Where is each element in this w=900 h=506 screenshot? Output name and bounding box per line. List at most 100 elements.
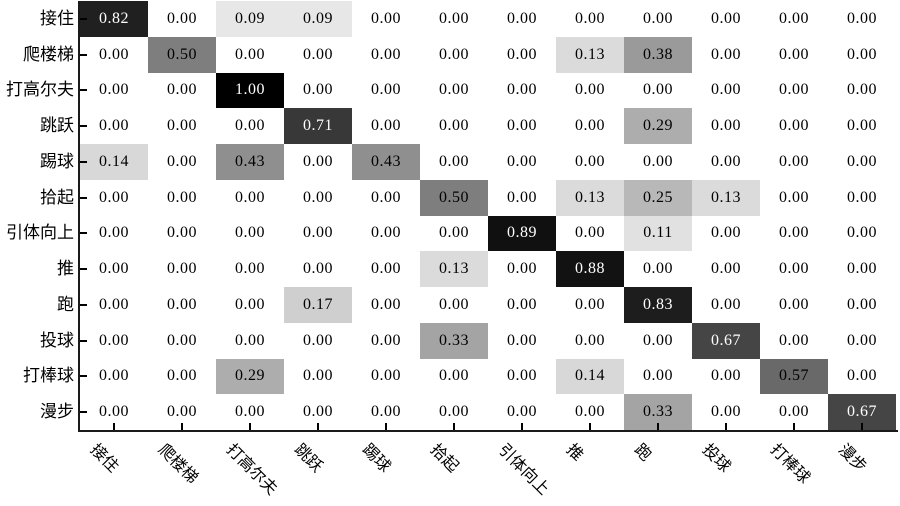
x-tick-label: 打棒球: [766, 441, 813, 488]
matrix-cell: 0.00: [284, 72, 352, 109]
matrix-cell: 0.00: [760, 1, 828, 37]
matrix-cell: 0.00: [216, 179, 284, 216]
matrix-cell: 0.00: [352, 108, 420, 144]
matrix-cell: 0.89: [488, 215, 556, 252]
matrix-cell: 0.00: [80, 322, 148, 359]
matrix-cell: 0.71: [284, 108, 352, 144]
matrix-cell: 0.57: [760, 358, 828, 395]
matrix-cell: 0.00: [352, 179, 420, 216]
matrix-cell: 0.00: [624, 72, 692, 109]
x-tick-label: 打高尔夫: [222, 441, 281, 499]
matrix-cell: 0.00: [216, 36, 284, 73]
matrix-cell: 0.00: [420, 358, 488, 395]
matrix-cell: 0.00: [148, 251, 216, 287]
y-tick: [80, 53, 87, 56]
matrix-cell: 0.00: [760, 72, 828, 109]
matrix-cell: 0.00: [80, 358, 148, 395]
x-tick-label: 跑: [630, 441, 655, 465]
matrix-cell: 0.13: [692, 179, 760, 216]
matrix-cell: 0.00: [828, 1, 896, 37]
matrix-cell: 0.00: [352, 358, 420, 395]
matrix-cell: 0.17: [284, 287, 352, 323]
matrix-cell: 0.00: [692, 72, 760, 109]
matrix-cell: 0.00: [692, 36, 760, 73]
matrix-cell: 0.00: [488, 358, 556, 395]
x-tick: [589, 423, 591, 430]
matrix-cell: 0.00: [352, 1, 420, 37]
matrix-cell: 0.00: [760, 251, 828, 287]
matrix-cell: 0.00: [692, 108, 760, 144]
matrix-cell: 0.00: [624, 1, 692, 37]
matrix-cell: 0.83: [624, 287, 692, 323]
matrix-cell: 0.00: [556, 108, 624, 144]
x-tick-label: 爬楼梯: [154, 441, 201, 488]
heatmap-grid: 0.82 0.00 0.09 0.09 0.00 0.00 0.00 0.00 0.00 0.00…: [80, 1, 896, 430]
x-tick: [453, 423, 455, 430]
y-tick-label: 跑: [57, 294, 74, 314]
matrix-cell: 0.29: [216, 358, 284, 395]
x-tick-label: 拾起: [426, 441, 462, 476]
matrix-cell: 0.00: [488, 36, 556, 73]
matrix-cell: 0.00: [760, 144, 828, 180]
matrix-cell: 0.00: [488, 179, 556, 216]
matrix-cell: 0.00: [828, 72, 896, 109]
y-tick: [80, 125, 87, 128]
x-tick-label: 接住: [86, 441, 122, 476]
y-tick: [80, 411, 87, 414]
x-tick: [249, 423, 251, 430]
matrix-cell: 0.11: [624, 215, 692, 252]
matrix-cell: 0.00: [420, 215, 488, 252]
matrix-cell: 0.13: [556, 179, 624, 216]
matrix-cell: 0.13: [556, 36, 624, 73]
matrix-cell: 0.00: [420, 287, 488, 323]
y-axis-line: [78, 1, 80, 432]
y-tick: [80, 375, 87, 378]
matrix-cell: 0.00: [760, 36, 828, 73]
matrix-cell: 0.14: [80, 144, 148, 180]
matrix-cell: 0.43: [216, 144, 284, 180]
matrix-cell: 0.00: [488, 394, 556, 430]
matrix-cell: 0.00: [148, 72, 216, 109]
y-tick: [80, 339, 87, 342]
x-tick: [725, 423, 727, 430]
matrix-cell: 0.00: [216, 215, 284, 252]
matrix-cell: 0.00: [284, 36, 352, 73]
y-tick-label: 打高尔夫: [6, 80, 74, 100]
x-tick-label: 引体向上: [494, 441, 553, 499]
matrix-cell: 0.00: [760, 287, 828, 323]
matrix-cell: 0.00: [420, 36, 488, 73]
matrix-cell: 0.00: [556, 72, 624, 109]
matrix-cell: 0.00: [80, 36, 148, 73]
matrix-cell: 0.00: [828, 251, 896, 287]
matrix-cell: 0.00: [624, 144, 692, 180]
y-tick-label: 投球: [40, 330, 74, 350]
y-tick: [80, 17, 87, 20]
matrix-cell: 0.00: [284, 322, 352, 359]
matrix-cell: 0.00: [148, 108, 216, 144]
x-tick-label: 推: [562, 441, 587, 465]
matrix-cell: 0.00: [420, 108, 488, 144]
matrix-cell: 0.00: [148, 179, 216, 216]
matrix-cell: 0.00: [488, 1, 556, 37]
matrix-cell: 0.00: [488, 322, 556, 359]
matrix-cell: 0.00: [692, 144, 760, 180]
matrix-cell: 0.25: [624, 179, 692, 216]
matrix-cell: 0.00: [352, 322, 420, 359]
x-tick-label: 投球: [698, 441, 734, 476]
y-tick-label: 打棒球: [23, 366, 74, 386]
matrix-cell: 0.00: [556, 287, 624, 323]
matrix-cell: 0.00: [624, 251, 692, 287]
matrix-cell: 0.00: [828, 358, 896, 395]
matrix-cell: 0.29: [624, 108, 692, 144]
matrix-cell: 0.00: [420, 144, 488, 180]
matrix-cell: 0.00: [148, 358, 216, 395]
matrix-cell: 0.00: [148, 215, 216, 252]
x-tick: [861, 423, 863, 430]
matrix-cell: 0.00: [284, 251, 352, 287]
matrix-cell: 0.00: [828, 108, 896, 144]
y-tick: [80, 196, 87, 199]
matrix-cell: 0.00: [488, 108, 556, 144]
matrix-cell: 0.00: [352, 72, 420, 109]
x-tick: [657, 423, 659, 430]
